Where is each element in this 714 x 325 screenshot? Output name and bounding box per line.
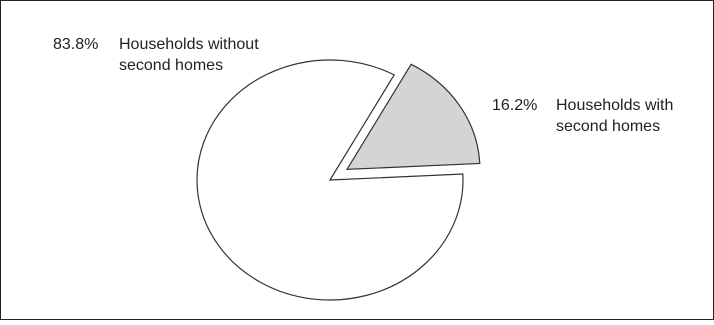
slice-label-0-line-2: second homes xyxy=(119,57,223,74)
pie-slice-1 xyxy=(345,63,481,171)
slice-label-1-line-2: second homes xyxy=(556,118,660,135)
slice-percent-label-1: 16.2% xyxy=(492,97,537,114)
slice-label-1-line-1: Households with xyxy=(556,97,673,114)
pie-slices xyxy=(196,59,481,301)
slice-percent-label-0: 83.8% xyxy=(53,36,98,53)
pie-slice-0 xyxy=(196,59,464,301)
slice-label-0-line-1: Households without xyxy=(119,36,259,53)
